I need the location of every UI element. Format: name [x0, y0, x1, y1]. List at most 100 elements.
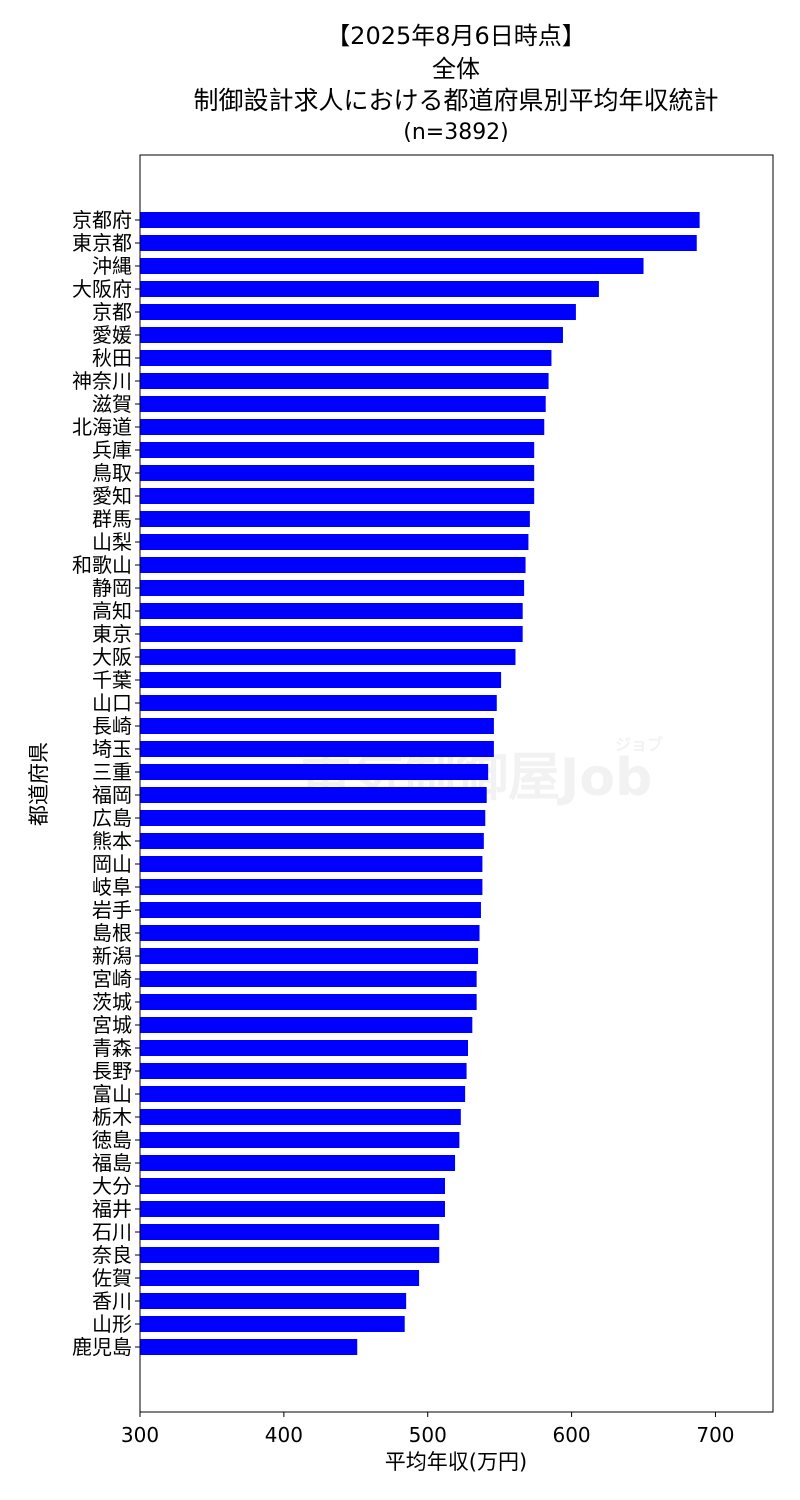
- category-label-6: 愛媛: [92, 323, 132, 347]
- bar-9: [140, 396, 546, 412]
- category-label-22: 山口: [92, 691, 132, 715]
- x-tick-label-5: 700: [696, 1423, 734, 1447]
- bar-8: [140, 373, 549, 389]
- bar-25: [140, 764, 489, 780]
- category-label-33: 新潟: [92, 944, 132, 968]
- bar-10: [140, 419, 545, 435]
- category-label-50: 鹿児島: [72, 1335, 132, 1359]
- bar-5: [140, 304, 576, 320]
- y-axis-label: 都道府県: [27, 742, 51, 826]
- category-label-20: 大阪: [92, 645, 132, 669]
- category-label-7: 秋田: [92, 346, 132, 370]
- bar-50: [140, 1339, 358, 1355]
- category-label-39: 富山: [92, 1082, 132, 1106]
- bar-7: [140, 350, 552, 366]
- bar-17: [140, 580, 525, 596]
- bar-48: [140, 1293, 407, 1309]
- bar-49: [140, 1316, 405, 1332]
- title-line-3: 制御設計求人における都道府県別平均年収統計: [193, 86, 718, 115]
- bar-27: [140, 810, 486, 826]
- category-label-8: 神奈川: [72, 369, 132, 393]
- category-label-9: 滋賀: [92, 392, 132, 416]
- bar-16: [140, 557, 526, 573]
- bar-38: [140, 1063, 467, 1079]
- bar-37: [140, 1040, 469, 1056]
- bar-20: [140, 649, 516, 665]
- plot-frame: [139, 154, 774, 1413]
- category-label-38: 長野: [92, 1059, 132, 1083]
- category-label-31: 岩手: [92, 898, 132, 922]
- category-label-28: 熊本: [92, 829, 132, 853]
- category-label-36: 宮城: [92, 1013, 132, 1037]
- category-label-44: 福井: [92, 1197, 132, 1221]
- bar-23: [140, 718, 494, 734]
- category-label-18: 高知: [92, 599, 132, 623]
- bar-34: [140, 971, 477, 987]
- category-label-41: 徳島: [92, 1128, 132, 1152]
- category-label-11: 兵庫: [92, 438, 132, 462]
- category-labels: 京都府東京都沖縄大阪府京都愛媛秋田神奈川滋賀北海道兵庫鳥取愛知群馬山梨和歌山静岡…: [72, 208, 140, 1359]
- bar-24: [140, 741, 494, 757]
- bar-44: [140, 1201, 445, 1217]
- bar-41: [140, 1132, 460, 1148]
- category-label-10: 北海道: [72, 415, 132, 439]
- title-line-4: (n=3892): [403, 120, 509, 145]
- bar-6: [140, 327, 563, 343]
- bars: [140, 212, 700, 1355]
- category-label-3: 沖縄: [92, 254, 132, 278]
- title-line-2: 全体: [432, 55, 480, 83]
- x-tick-label-2: 400: [265, 1423, 303, 1447]
- x-tick-label-4: 600: [552, 1423, 590, 1447]
- bar-4: [140, 281, 599, 297]
- category-label-25: 三重: [92, 760, 132, 784]
- category-label-15: 山梨: [92, 530, 132, 554]
- bar-30: [140, 879, 483, 895]
- category-label-48: 香川: [92, 1289, 132, 1313]
- x-tick-label-1: 300: [121, 1423, 159, 1447]
- bar-26: [140, 787, 487, 803]
- category-label-37: 青森: [92, 1036, 132, 1060]
- category-label-24: 埼玉: [92, 737, 132, 761]
- category-label-45: 石川: [92, 1220, 132, 1244]
- category-label-1: 京都府: [72, 208, 132, 232]
- category-label-46: 奈良: [92, 1243, 132, 1267]
- category-label-35: 茨城: [92, 990, 132, 1014]
- category-label-23: 長崎: [92, 714, 132, 738]
- bar-15: [140, 534, 529, 550]
- x-axis: 300 400 500 600 700: [121, 1412, 735, 1447]
- bar-29: [140, 856, 483, 872]
- category-label-43: 大分: [92, 1174, 132, 1198]
- category-label-40: 栃木: [92, 1105, 132, 1129]
- bar-12: [140, 465, 535, 481]
- category-label-12: 鳥取: [92, 461, 132, 485]
- bar-13: [140, 488, 535, 504]
- bar-46: [140, 1247, 440, 1263]
- bar-22: [140, 695, 497, 711]
- bar-21: [140, 672, 502, 688]
- category-label-49: 山形: [92, 1312, 132, 1336]
- bar-18: [140, 603, 523, 619]
- x-tick-label-3: 500: [409, 1423, 447, 1447]
- bar-19: [140, 626, 523, 642]
- watermark-small-text: ジョブ: [615, 735, 663, 754]
- bar-3: [140, 258, 644, 274]
- bar-39: [140, 1086, 466, 1102]
- bar-45: [140, 1224, 440, 1240]
- bar-31: [140, 902, 481, 918]
- title-line-1: 【2025年8月6日時点】: [326, 22, 586, 50]
- category-label-42: 福島: [92, 1151, 132, 1175]
- category-label-32: 島根: [92, 921, 132, 945]
- category-label-17: 静岡: [92, 576, 132, 600]
- bar-28: [140, 833, 484, 849]
- bar-11: [140, 442, 535, 458]
- category-label-14: 群馬: [92, 507, 132, 531]
- bar-32: [140, 925, 480, 941]
- category-label-30: 岐阜: [92, 875, 132, 899]
- category-label-16: 和歌山: [72, 553, 132, 577]
- category-label-47: 佐賀: [92, 1266, 132, 1290]
- bar-47: [140, 1270, 420, 1286]
- bar-42: [140, 1155, 456, 1171]
- category-label-29: 岡山: [92, 852, 132, 876]
